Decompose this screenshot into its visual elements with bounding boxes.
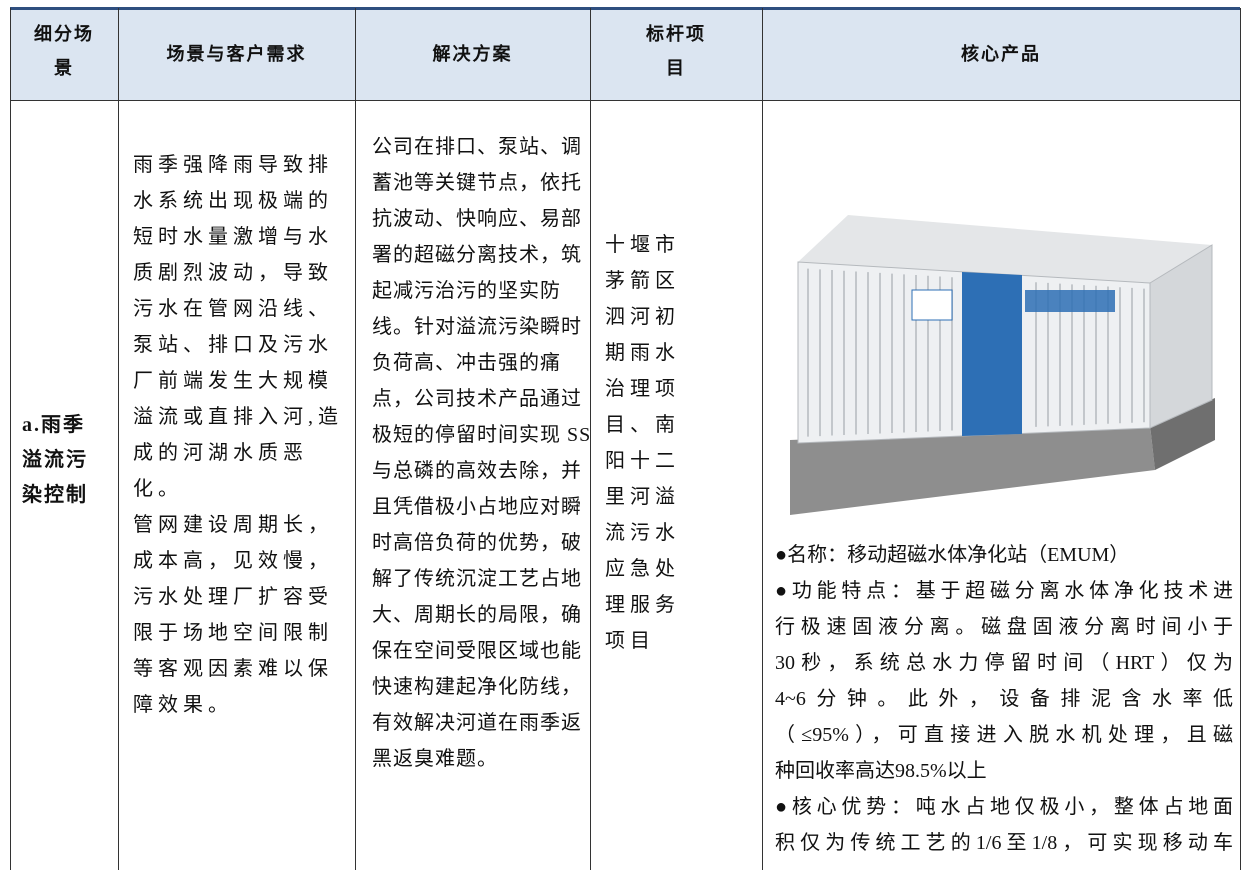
text-line: 4~6分钟。此外，设备排泥含水率低	[775, 688, 1233, 710]
text-line: 质剧烈波动，导致	[133, 262, 333, 284]
column-rule	[590, 8, 591, 870]
text-line: 大、周期长的局限，确	[372, 604, 582, 626]
text-line: 溢流污	[22, 449, 88, 471]
text-line: 积仅为传统工艺的1/6至1/8，可实现移动车	[775, 832, 1233, 854]
text-line: 蓄池等关键节点，依托	[372, 172, 582, 194]
text-line: 应急处	[605, 558, 680, 580]
text-line: ●名称：移动超磁水体净化站（EMUM）	[775, 544, 1130, 566]
text-line: 理服务	[605, 594, 680, 616]
column-rule	[118, 8, 119, 870]
text-line: 水系统出现极端的	[133, 190, 333, 212]
text-line: 流污水	[605, 522, 680, 544]
text-line: 场景与客户需求	[166, 44, 307, 65]
text-line: 目	[666, 58, 686, 79]
text-line: 管网建设周期长，	[133, 514, 333, 536]
text-line: 成的河湖水质恶	[133, 442, 308, 464]
text-line: 且凭借极小占地应对瞬	[372, 496, 582, 518]
text-line: 治理项	[605, 378, 680, 400]
container-top	[798, 215, 1212, 283]
text-line: 公司在排口、泵站、调	[372, 136, 582, 158]
container-front	[797, 261, 1151, 444]
text-line: 溢流或直排入河,造	[133, 406, 343, 428]
text-line: 标杆项	[646, 24, 706, 45]
text-line: 30秒，系统总水力停留时间（HRT）仅为	[775, 652, 1233, 674]
text-line: 项目	[605, 630, 655, 652]
base-front	[790, 425, 1155, 515]
blue-door	[962, 272, 1022, 436]
logo-panel	[911, 289, 953, 321]
text-line: 种回收率高达98.5%以上	[775, 760, 987, 782]
text-line: 里河溢	[605, 486, 680, 508]
column-rule	[1240, 8, 1241, 870]
text-line: 短时水量激增与水	[133, 226, 333, 248]
text-line: 核心产品	[961, 44, 1041, 65]
text-line: 化。	[133, 478, 183, 500]
column-rule	[762, 8, 763, 870]
text-line: 泗河初	[605, 306, 680, 328]
text-line: 厂前端发生大规模	[133, 370, 333, 392]
text-line: 十堰市	[605, 234, 680, 256]
name-panel	[1025, 290, 1115, 312]
text-line: 景	[54, 58, 74, 79]
text-line: 抗波动、快响应、易部	[372, 208, 582, 230]
text-line: a.雨季	[22, 414, 85, 436]
column-rule	[10, 8, 11, 870]
text-line: 雨季强降雨导致排	[133, 154, 333, 176]
ribs	[807, 268, 1145, 437]
text-line: 阳十二	[605, 450, 680, 472]
text-line: 黑返臭难题。	[372, 748, 498, 770]
text-line: 茅箭区	[605, 270, 680, 292]
text-line: 解决方案	[432, 44, 513, 65]
text-line: 细分场	[34, 24, 94, 45]
text-line: 有效解决河道在雨季返	[372, 712, 582, 734]
text-line: 污水处理厂扩容受	[133, 586, 333, 608]
text-line: ●核心优势：吨水占地仅极小，整体占地面	[775, 796, 1233, 818]
text-line: ●功能特点：基于超磁分离水体净化技术进	[775, 580, 1233, 602]
text-line: 期雨水	[605, 342, 680, 364]
text-line: 快速构建起净化防线，	[372, 676, 582, 698]
text-line: 保在空间受限区域也能	[372, 640, 582, 662]
text-line: 泵站、排口及污水	[133, 334, 333, 356]
base-side	[1150, 398, 1215, 470]
text-line: （≤95%），可直接进入脱水机处理，且磁	[775, 724, 1233, 746]
top-border	[10, 7, 1240, 10]
container-end	[1149, 244, 1213, 429]
text-line: 点，公司技术产品通过	[372, 388, 582, 410]
text-line: 染控制	[22, 484, 88, 506]
header-rule	[10, 100, 1240, 101]
text-line: 解了传统沉淀工艺占地	[372, 568, 582, 590]
text-line: 线。针对溢流污染瞬时	[372, 316, 582, 338]
text-line: 极短的停留时间实现 SS	[372, 424, 592, 446]
text-line: 成本高，见效慢，	[133, 550, 333, 572]
text-line: 时高倍负荷的优势，破	[372, 532, 582, 554]
text-line: 署的超磁分离技术，筑	[372, 244, 582, 266]
text-line: 等客观因素难以保	[133, 658, 333, 680]
text-line: 障效果。	[133, 694, 233, 716]
column-rule	[355, 8, 356, 870]
header-bg	[10, 8, 1240, 100]
text-line: 目、南	[605, 414, 680, 436]
text-line: 与总磷的高效去除，并	[372, 460, 582, 482]
text-line: 负荷高、冲击强的痛	[372, 352, 561, 374]
text-line: 限于场地空间限制	[133, 622, 333, 644]
text-line: 起减污治污的坚实防	[372, 280, 561, 302]
text-line: 行极速固液分离。磁盘固液分离时间小于	[775, 616, 1233, 638]
text-line: 污水在管网沿线、	[133, 298, 333, 320]
